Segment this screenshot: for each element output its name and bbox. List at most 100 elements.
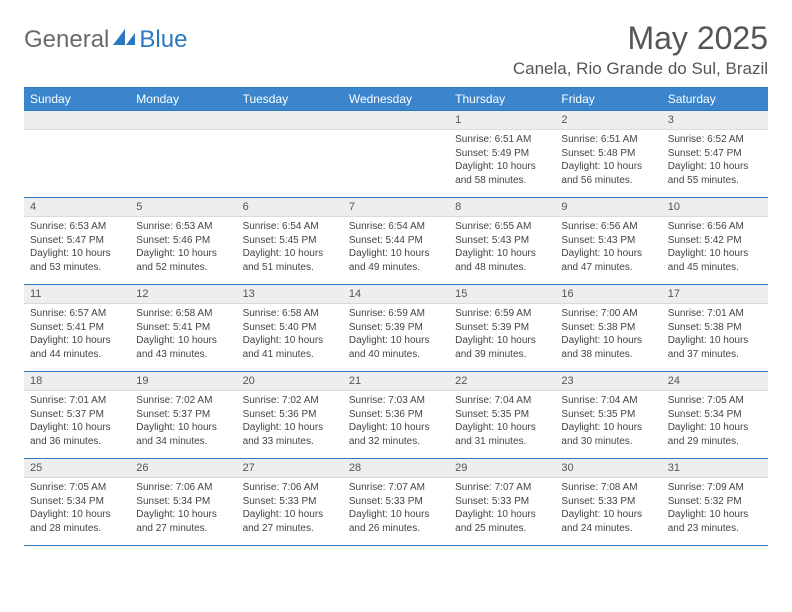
weekday-fri: Friday [555,88,661,110]
day-number: 28 [343,459,449,478]
day-cell: 14Sunrise: 6:59 AMSunset: 5:39 PMDayligh… [343,285,449,371]
day-detail: Sunrise: 7:04 AMSunset: 5:35 PMDaylight:… [555,391,661,452]
day-detail: Sunrise: 6:53 AMSunset: 5:46 PMDaylight:… [130,217,236,278]
day-number: 8 [449,198,555,217]
day-number: 17 [662,285,768,304]
day-detail: Sunrise: 6:59 AMSunset: 5:39 PMDaylight:… [343,304,449,365]
day-detail: Sunrise: 7:03 AMSunset: 5:36 PMDaylight:… [343,391,449,452]
week-row: 11Sunrise: 6:57 AMSunset: 5:41 PMDayligh… [24,284,768,371]
day-cell: 31Sunrise: 7:09 AMSunset: 5:32 PMDayligh… [662,459,768,545]
day-number: 18 [24,372,130,391]
day-cell: 9Sunrise: 6:56 AMSunset: 5:43 PMDaylight… [555,198,661,284]
weekday-mon: Monday [130,88,236,110]
day-detail: Sunrise: 6:53 AMSunset: 5:47 PMDaylight:… [24,217,130,278]
day-detail: Sunrise: 7:01 AMSunset: 5:38 PMDaylight:… [662,304,768,365]
day-cell: 26Sunrise: 7:06 AMSunset: 5:34 PMDayligh… [130,459,236,545]
day-cell: 3Sunrise: 6:52 AMSunset: 5:47 PMDaylight… [662,111,768,197]
day-number: 29 [449,459,555,478]
weekday-wed: Wednesday [343,88,449,110]
day-cell: 4Sunrise: 6:53 AMSunset: 5:47 PMDaylight… [24,198,130,284]
day-number: 12 [130,285,236,304]
day-number: 4 [24,198,130,217]
day-cell: 22Sunrise: 7:04 AMSunset: 5:35 PMDayligh… [449,372,555,458]
day-cell: 19Sunrise: 7:02 AMSunset: 5:37 PMDayligh… [130,372,236,458]
day-number: 14 [343,285,449,304]
day-number: 6 [237,198,343,217]
day-detail: Sunrise: 6:51 AMSunset: 5:48 PMDaylight:… [555,130,661,191]
day-cell: 11Sunrise: 6:57 AMSunset: 5:41 PMDayligh… [24,285,130,371]
day-cell: 12Sunrise: 6:58 AMSunset: 5:41 PMDayligh… [130,285,236,371]
header: General Blue May 2025 Canela, Rio Grande… [24,20,768,79]
day-detail: Sunrise: 6:55 AMSunset: 5:43 PMDaylight:… [449,217,555,278]
day-detail: Sunrise: 7:02 AMSunset: 5:36 PMDaylight:… [237,391,343,452]
day-number [24,111,130,130]
day-detail: Sunrise: 6:56 AMSunset: 5:42 PMDaylight:… [662,217,768,278]
day-number: 9 [555,198,661,217]
day-number: 27 [237,459,343,478]
weekday-sun: Sunday [24,88,130,110]
day-cell: 13Sunrise: 6:58 AMSunset: 5:40 PMDayligh… [237,285,343,371]
day-number: 10 [662,198,768,217]
month-title: May 2025 [513,20,768,57]
day-cell: 16Sunrise: 7:00 AMSunset: 5:38 PMDayligh… [555,285,661,371]
day-detail: Sunrise: 6:51 AMSunset: 5:49 PMDaylight:… [449,130,555,191]
day-cell: 24Sunrise: 7:05 AMSunset: 5:34 PMDayligh… [662,372,768,458]
day-detail: Sunrise: 7:09 AMSunset: 5:32 PMDaylight:… [662,478,768,539]
day-cell [130,111,236,197]
title-block: May 2025 Canela, Rio Grande do Sul, Braz… [513,20,768,79]
day-number: 19 [130,372,236,391]
day-detail: Sunrise: 6:54 AMSunset: 5:45 PMDaylight:… [237,217,343,278]
day-detail: Sunrise: 7:07 AMSunset: 5:33 PMDaylight:… [343,478,449,539]
weekday-sat: Saturday [662,88,768,110]
day-number: 1 [449,111,555,130]
day-number: 23 [555,372,661,391]
day-cell: 23Sunrise: 7:04 AMSunset: 5:35 PMDayligh… [555,372,661,458]
day-cell: 15Sunrise: 6:59 AMSunset: 5:39 PMDayligh… [449,285,555,371]
day-number: 21 [343,372,449,391]
calendar: Sunday Monday Tuesday Wednesday Thursday… [24,87,768,546]
day-number: 31 [662,459,768,478]
day-detail: Sunrise: 7:04 AMSunset: 5:35 PMDaylight:… [449,391,555,452]
day-cell: 8Sunrise: 6:55 AMSunset: 5:43 PMDaylight… [449,198,555,284]
day-number: 5 [130,198,236,217]
day-number: 16 [555,285,661,304]
day-detail: Sunrise: 6:56 AMSunset: 5:43 PMDaylight:… [555,217,661,278]
day-detail: Sunrise: 7:01 AMSunset: 5:37 PMDaylight:… [24,391,130,452]
location: Canela, Rio Grande do Sul, Brazil [513,59,768,79]
day-number: 25 [24,459,130,478]
day-number: 15 [449,285,555,304]
day-detail: Sunrise: 7:06 AMSunset: 5:34 PMDaylight:… [130,478,236,539]
day-cell: 7Sunrise: 6:54 AMSunset: 5:44 PMDaylight… [343,198,449,284]
week-row: 4Sunrise: 6:53 AMSunset: 5:47 PMDaylight… [24,197,768,284]
day-cell: 6Sunrise: 6:54 AMSunset: 5:45 PMDaylight… [237,198,343,284]
day-cell: 21Sunrise: 7:03 AMSunset: 5:36 PMDayligh… [343,372,449,458]
day-detail: Sunrise: 6:54 AMSunset: 5:44 PMDaylight:… [343,217,449,278]
day-detail: Sunrise: 7:06 AMSunset: 5:33 PMDaylight:… [237,478,343,539]
day-cell: 17Sunrise: 7:01 AMSunset: 5:38 PMDayligh… [662,285,768,371]
day-detail: Sunrise: 7:05 AMSunset: 5:34 PMDaylight:… [24,478,130,539]
weeks-container: 1Sunrise: 6:51 AMSunset: 5:49 PMDaylight… [24,110,768,546]
day-detail: Sunrise: 7:00 AMSunset: 5:38 PMDaylight:… [555,304,661,365]
logo: General Blue [24,20,187,54]
day-number: 2 [555,111,661,130]
day-number: 22 [449,372,555,391]
day-detail: Sunrise: 6:58 AMSunset: 5:41 PMDaylight:… [130,304,236,365]
day-cell [237,111,343,197]
week-row: 25Sunrise: 7:05 AMSunset: 5:34 PMDayligh… [24,458,768,546]
day-cell: 20Sunrise: 7:02 AMSunset: 5:36 PMDayligh… [237,372,343,458]
day-number [237,111,343,130]
day-number: 11 [24,285,130,304]
day-cell [343,111,449,197]
day-cell: 18Sunrise: 7:01 AMSunset: 5:37 PMDayligh… [24,372,130,458]
day-cell: 10Sunrise: 6:56 AMSunset: 5:42 PMDayligh… [662,198,768,284]
logo-text-general: General [24,26,109,54]
day-number: 24 [662,372,768,391]
day-cell: 2Sunrise: 6:51 AMSunset: 5:48 PMDaylight… [555,111,661,197]
day-detail: Sunrise: 6:52 AMSunset: 5:47 PMDaylight:… [662,130,768,191]
logo-text-blue: Blue [139,26,187,54]
day-number: 7 [343,198,449,217]
day-cell [24,111,130,197]
weekday-header: Sunday Monday Tuesday Wednesday Thursday… [24,87,768,110]
day-number: 30 [555,459,661,478]
logo-sail-icon [113,29,135,52]
